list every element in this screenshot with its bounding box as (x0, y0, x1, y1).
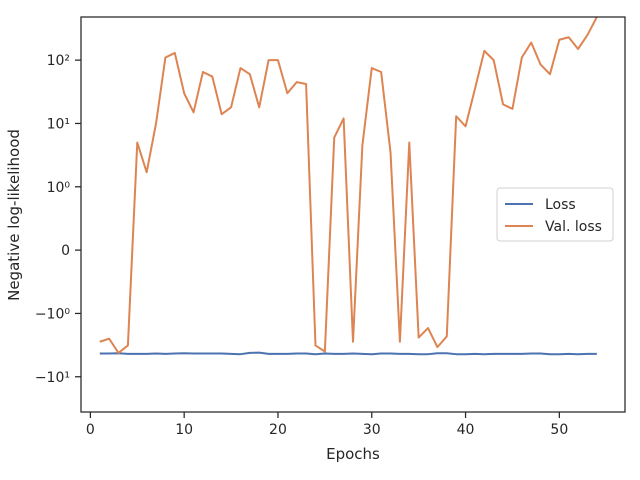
x-tick-label: 50 (550, 422, 568, 438)
legend-label-val-loss: Val. loss (545, 219, 602, 235)
series-line-val-loss (99, 17, 598, 354)
y-axis-label: Negative log-likelihood (5, 129, 23, 301)
x-tick-label: 20 (269, 422, 287, 438)
y-tick-label: 10¹ (47, 116, 70, 132)
x-axis-label: Epochs (326, 445, 380, 463)
x-tick-label: 0 (86, 422, 95, 438)
axis-ticks: 0 10 20 30 40 50 10² 10¹ 10⁰ 0 −10⁰ −10¹ (35, 53, 568, 438)
x-tick-label: 40 (457, 422, 475, 438)
y-tick-label: 10² (47, 53, 70, 69)
plot-frame (80, 16, 626, 413)
series-line-loss (99, 351, 597, 356)
legend-label-loss: Loss (545, 197, 576, 213)
y-tick-label: 0 (61, 243, 70, 259)
x-tick-label: 30 (363, 422, 381, 438)
legend: Loss Val. loss (496, 187, 614, 242)
plot-lines (99, 17, 598, 356)
y-tick-label: −10¹ (35, 370, 70, 386)
y-tick-label: −10⁰ (35, 306, 71, 322)
x-tick-label: 10 (175, 422, 193, 438)
y-tick-label: 10⁰ (47, 180, 71, 196)
legend-box (496, 187, 614, 242)
